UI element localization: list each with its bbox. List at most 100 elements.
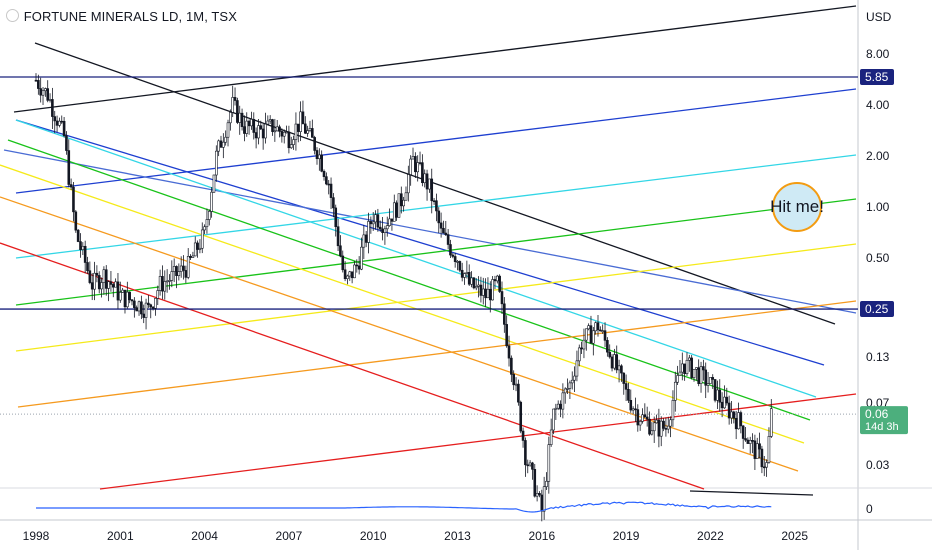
candle-body	[86, 262, 89, 272]
x-tick-label: 2022	[697, 529, 724, 543]
candle-body	[325, 176, 328, 185]
hit-me-button[interactable]: Hit me!	[770, 182, 824, 232]
candle-body	[559, 403, 562, 410]
candle-body	[514, 383, 518, 386]
candle-body	[425, 173, 429, 190]
candle-body	[76, 229, 80, 242]
candle-body	[629, 400, 633, 411]
candle-body	[566, 388, 569, 390]
candle-body	[748, 440, 752, 444]
candle-body	[119, 292, 122, 301]
x-tick-label: 2025	[781, 529, 808, 543]
candle-body	[584, 328, 588, 341]
candle-body	[533, 469, 537, 497]
candle-body	[599, 329, 602, 332]
price-axis-pane	[858, 0, 932, 550]
candle-body	[107, 281, 110, 289]
candle-body	[458, 261, 462, 271]
candle-body	[767, 436, 771, 463]
candle-body	[149, 304, 153, 308]
candle-body	[217, 140, 220, 152]
level-tag-5.85	[860, 68, 894, 85]
symbol-title: FORTUNE MINERALS LD, 1M, TSX	[6, 9, 237, 24]
trendline-green-down	[7, 139, 811, 421]
candle-body	[362, 234, 366, 248]
candle-body	[662, 420, 665, 429]
candle-body	[51, 99, 54, 117]
candle-body	[114, 281, 117, 288]
candle-body	[486, 288, 490, 299]
candle-body	[65, 135, 68, 151]
candle-body	[547, 444, 551, 482]
candle-body	[645, 416, 649, 420]
candle-body	[702, 366, 705, 371]
candle-body	[428, 178, 431, 190]
candle-body	[378, 226, 382, 230]
candle-body	[62, 120, 66, 136]
candle-body	[294, 123, 298, 140]
candle-body	[432, 200, 436, 203]
candle-body	[130, 299, 134, 302]
candle-body	[592, 330, 595, 344]
candle-body	[172, 266, 176, 272]
candle-body	[568, 382, 572, 389]
currency-label[interactable]: USD	[866, 10, 892, 24]
candle-body	[102, 269, 106, 283]
x-tick-label: 2010	[360, 529, 387, 543]
candle-body	[341, 255, 345, 271]
candle-body	[240, 112, 244, 127]
trendline-orange-rise	[17, 300, 857, 408]
candle-body	[264, 123, 267, 139]
candle-body	[259, 125, 263, 130]
candle-body	[247, 120, 251, 127]
candle-body	[184, 270, 188, 278]
y-tick-label: 8.00	[866, 47, 890, 61]
candle-body	[203, 226, 206, 231]
candle-body	[350, 271, 354, 279]
candle-body	[133, 300, 136, 308]
candle-body	[163, 281, 167, 292]
candle-body	[723, 396, 726, 409]
candle-body	[446, 234, 450, 245]
candle-body	[695, 367, 698, 370]
candle-body	[615, 354, 619, 371]
y-tick-label: 0.03	[866, 458, 890, 472]
candle-body	[121, 289, 124, 293]
candle-body	[116, 281, 120, 301]
candle-body	[289, 144, 293, 149]
candle-body	[67, 150, 71, 185]
candle-body	[327, 183, 331, 186]
candle-body	[104, 269, 108, 289]
candle-body	[55, 120, 59, 126]
candle-body	[231, 97, 234, 113]
candle-body	[765, 462, 768, 468]
candle-body	[732, 411, 736, 419]
trendline-orange-down	[0, 196, 799, 472]
candle-body	[369, 221, 373, 225]
trendline-green-rise	[15, 198, 857, 306]
candle-body	[474, 286, 478, 289]
candle-body	[243, 126, 246, 134]
candle-body	[442, 227, 445, 234]
candle-body	[493, 279, 497, 282]
candle-body	[308, 128, 312, 131]
candle-body	[463, 273, 466, 278]
candle-body	[254, 132, 258, 139]
candle-body	[643, 414, 647, 418]
level-tag-label-0.25: 0.25	[865, 302, 889, 316]
candle-body	[423, 173, 427, 184]
candle-body	[535, 493, 539, 497]
level-tag-0.25	[860, 301, 894, 318]
candle-body	[580, 347, 583, 350]
candle-body	[353, 264, 356, 279]
trendline-black-down	[34, 42, 836, 325]
candle-body	[692, 368, 696, 378]
candle-body	[222, 141, 225, 148]
last-price-value: 0.06	[865, 407, 889, 421]
candle-body	[465, 272, 469, 274]
candle-body	[760, 448, 764, 468]
candle-body	[90, 282, 94, 290]
candle-body	[512, 374, 516, 386]
candle-body	[631, 408, 635, 411]
